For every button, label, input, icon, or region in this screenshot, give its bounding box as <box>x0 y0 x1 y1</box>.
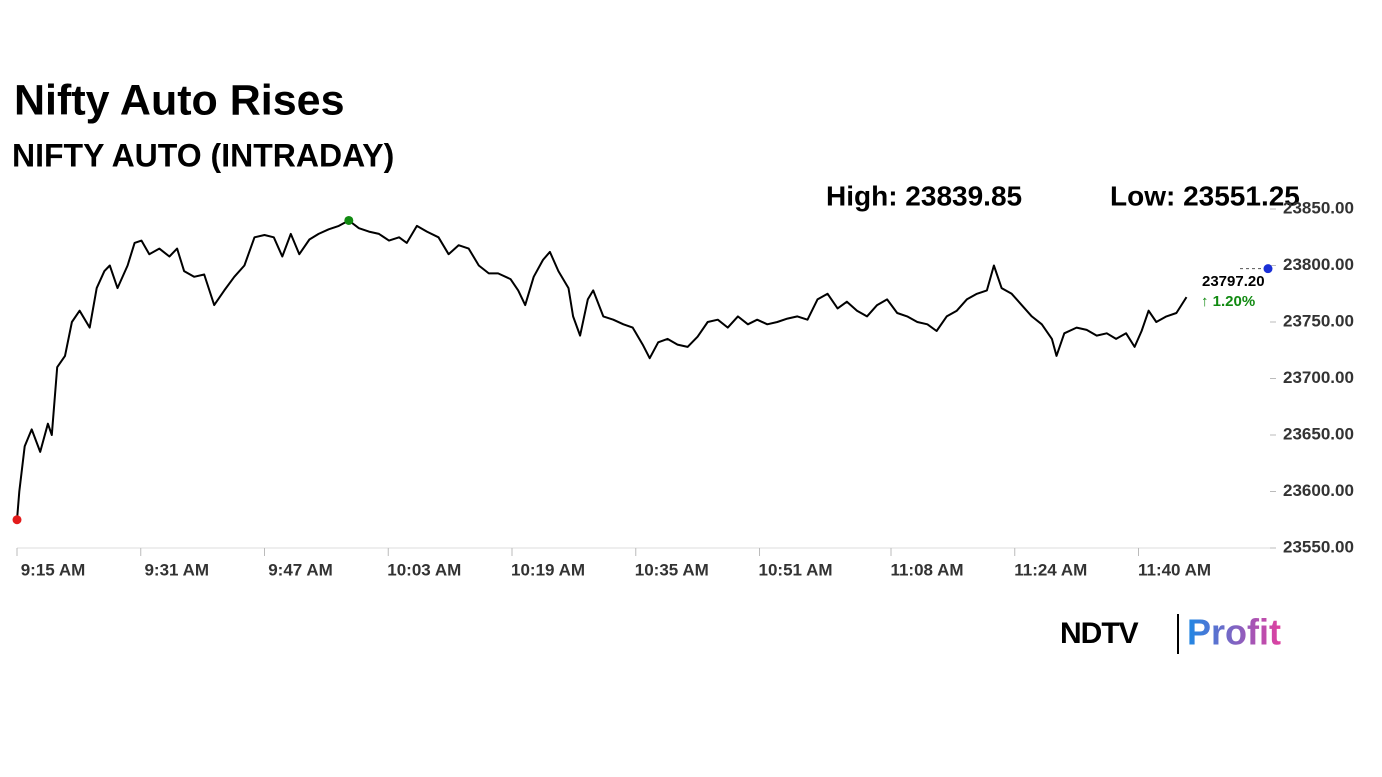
price-line <box>16 219 1188 520</box>
y-tick-label: 23850.00 <box>1283 198 1354 217</box>
y-tick-label: 23600.00 <box>1283 481 1354 500</box>
high-label: High: 23839.85 <box>826 180 1022 211</box>
high-marker <box>344 215 354 225</box>
x-tick-label: 10:19 AM <box>511 560 585 579</box>
logo-ndtv: NDTV <box>1060 617 1139 650</box>
y-tick-label: 23550.00 <box>1283 537 1354 556</box>
x-tick-label: 11:24 AM <box>1014 560 1087 579</box>
x-tick-label: 11:08 AM <box>890 560 963 579</box>
x-tick-label: 10:03 AM <box>387 560 461 579</box>
y-tick-label: 23700.00 <box>1283 368 1354 387</box>
y-tick-label: 23750.00 <box>1283 311 1354 330</box>
x-tick-label: 10:35 AM <box>635 560 709 579</box>
last-marker <box>1263 264 1273 274</box>
low-label: Low: 23551.25 <box>1110 180 1300 211</box>
chart-subtitle: NIFTY AUTO (INTRADAY) <box>12 137 394 173</box>
start-marker <box>12 515 22 525</box>
last-price-label: 23797.20 <box>1202 273 1265 290</box>
x-tick-label: 11:40 AM <box>1138 560 1211 579</box>
x-tick-label: 9:47 AM <box>268 560 333 579</box>
logo-profit: Profit <box>1187 612 1281 653</box>
x-tick-label: 9:15 AM <box>21 560 86 579</box>
y-tick-label: 23800.00 <box>1283 255 1354 274</box>
x-tick-label: 9:31 AM <box>144 560 209 579</box>
y-tick-label: 23650.00 <box>1283 424 1354 443</box>
change-label: ↑ 1.20% <box>1201 293 1255 310</box>
x-tick-label: 10:51 AM <box>759 560 833 579</box>
chart-title: Nifty Auto Rises <box>14 76 345 124</box>
